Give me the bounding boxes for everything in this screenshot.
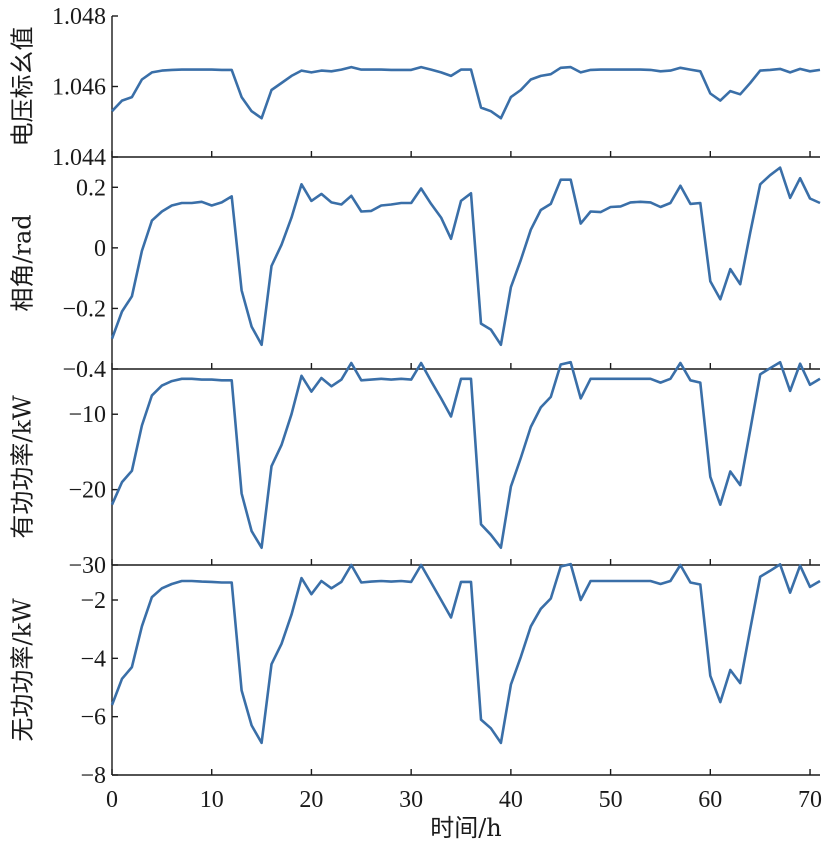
y-tick-label: −30 bbox=[68, 553, 106, 579]
y-tick-label: −0.2 bbox=[62, 296, 106, 322]
y-axis-label: 相角/rad bbox=[9, 214, 37, 311]
y-tick-label: −2 bbox=[80, 588, 106, 614]
y-tick-label: −8 bbox=[80, 763, 106, 789]
y-axis-label: 电压标幺值 bbox=[9, 27, 37, 147]
y-axis-label: 无功功率/kW bbox=[9, 598, 37, 742]
y-tick-label: −0.4 bbox=[62, 357, 106, 383]
series-line bbox=[111, 65, 821, 120]
y-tick-label: −4 bbox=[80, 646, 106, 672]
y-tick-label: 0 bbox=[94, 236, 106, 262]
series-line bbox=[110, 360, 821, 550]
y-tick-label: 1.048 bbox=[52, 4, 106, 30]
x-tick-label: 50 bbox=[599, 787, 623, 813]
y-tick-label: 1.046 bbox=[52, 75, 106, 101]
panel-3: −30 −20 −10 有功功率/kW bbox=[9, 360, 821, 579]
panel-4: −8 −6 −4 −2 无功功率/kW 0 10 20 30 40 50 60 70 bbox=[9, 562, 822, 813]
x-axis-label: 时间/h bbox=[430, 814, 502, 842]
x-tick-label: 30 bbox=[399, 787, 423, 813]
y-tick-label: −20 bbox=[68, 478, 106, 504]
x-tick-label: 60 bbox=[698, 787, 722, 813]
x-tick-label: 40 bbox=[499, 787, 523, 813]
y-tick-label: −6 bbox=[80, 705, 106, 731]
y-tick-label: 1.044 bbox=[52, 145, 106, 171]
x-tick-label: 70 bbox=[798, 787, 822, 813]
y-axis-label: 有功功率/kW bbox=[9, 395, 37, 539]
x-tick-label: 0 bbox=[106, 787, 118, 813]
y-tick-label: 0.2 bbox=[76, 175, 106, 201]
series-line bbox=[110, 166, 821, 347]
panel-1: 1.044 1.046 1.048 电压标幺值 bbox=[9, 4, 821, 171]
panel-2: −0.4 −0.2 0 0.2 相角/rad bbox=[9, 157, 821, 383]
series-line bbox=[110, 562, 821, 745]
x-tick-label: 10 bbox=[200, 787, 224, 813]
x-tick-label: 20 bbox=[299, 787, 323, 813]
y-tick-label: −10 bbox=[68, 402, 106, 428]
